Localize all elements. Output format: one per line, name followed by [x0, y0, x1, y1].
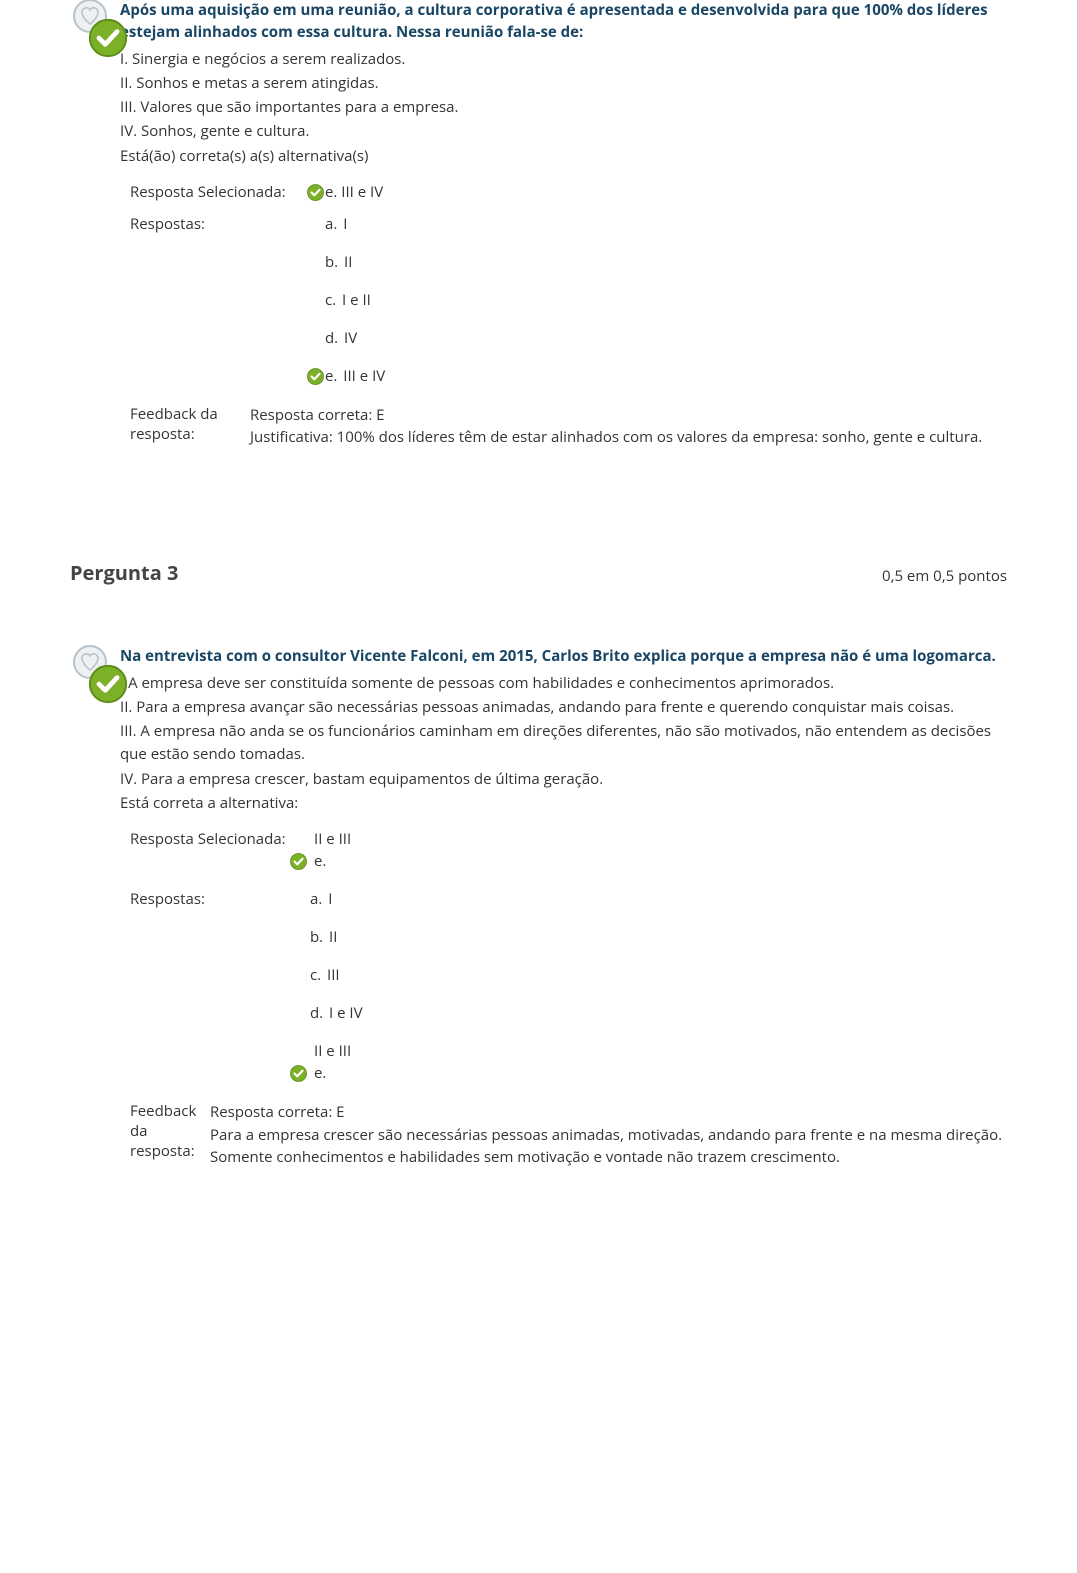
question-item: IV. Para a empresa crescer, bastam equip…	[120, 768, 1007, 791]
feedback-label: Feedback da resposta:	[130, 1101, 210, 1169]
status-correct-icon	[70, 0, 110, 38]
answer-options: Respostas: a. I b. II c. III d. I e IV	[130, 889, 1007, 1083]
question-item: I A empresa deve ser constituída somente…	[120, 672, 1007, 695]
question-items: I A empresa deve ser constituída somente…	[120, 672, 1007, 816]
answer-option: d. IV	[130, 328, 1007, 348]
selected-answer-letter: e.	[314, 851, 326, 871]
question-title: Pergunta 3	[70, 559, 178, 586]
selected-answer-text: II e III	[314, 829, 351, 849]
answer-options: Respostas: a. I b. II c. I e II d. IV	[130, 214, 1007, 386]
answer-option: b. II	[130, 927, 1007, 947]
question-item: III. A empresa não anda se os funcionári…	[120, 720, 1007, 767]
answer-option: d. I e IV	[130, 1003, 1007, 1023]
answer-option: c. I e II	[130, 290, 1007, 310]
question-3-header: Pergunta 3 0,5 em 0,5 pontos	[70, 559, 1007, 586]
feedback-text: Resposta correta: E Para a empresa cresc…	[210, 1101, 1007, 1169]
answer-option: b. II	[130, 252, 1007, 272]
answers-label: Respostas:	[130, 889, 290, 909]
question-items: I. Sinergia e negócios a serem realizado…	[120, 48, 1007, 168]
check-icon	[290, 851, 314, 871]
feedback-text: Resposta correta: E Justificativa: 100% …	[250, 404, 1007, 449]
check-icon	[305, 366, 325, 385]
question-item: II. Sonhos e metas a serem atingidas.	[120, 72, 1007, 95]
status-correct-icon	[70, 644, 110, 684]
selected-answer-row: Resposta Selecionada: II e III e.	[130, 829, 1007, 871]
question-2-block: Após uma aquisição em uma reunião, a cul…	[70, 0, 1007, 449]
feedback-label: Feedback da resposta:	[130, 404, 250, 449]
feedback-row: Feedback da resposta: Resposta correta: …	[130, 1101, 1007, 1169]
question-item: III. Valores que são importantes para a …	[120, 96, 1007, 119]
feedback-row: Feedback da resposta: Resposta correta: …	[130, 404, 1007, 449]
answer-option: Respostas: a. I	[130, 889, 1007, 909]
question-tail: Está correta a alternativa:	[120, 792, 1007, 815]
answers-label: Respostas:	[130, 214, 305, 234]
question-item: IV. Sonhos, gente e cultura.	[120, 120, 1007, 143]
question-prompt: Na entrevista com o consultor Vicente Fa…	[120, 646, 1007, 668]
answer-option: c. III	[130, 965, 1007, 985]
answer-option-correct: II e III e.	[130, 1041, 1007, 1083]
check-icon	[290, 1063, 314, 1083]
selected-answer-row: Resposta Selecionada: e. III e IV	[130, 182, 1007, 202]
answer-option-correct: e. III e IV	[130, 366, 1007, 386]
selected-answer-label: Resposta Selecionada:	[130, 182, 305, 202]
question-3-block: Na entrevista com o consultor Vicente Fa…	[70, 646, 1007, 1169]
question-item: II. Para a empresa avançar são necessári…	[120, 696, 1007, 719]
check-icon	[305, 182, 325, 201]
question-prompt: Após uma aquisição em uma reunião, a cul…	[120, 0, 1007, 44]
answer-option: Respostas: a. I	[130, 214, 1007, 234]
question-tail: Está(ão) correta(s) a(s) alternativa(s)	[120, 145, 1007, 168]
selected-answer-text: e. III e IV	[325, 182, 1007, 202]
question-score: 0,5 em 0,5 pontos	[882, 566, 1007, 586]
selected-answer-label: Resposta Selecionada:	[130, 829, 290, 849]
question-item: I. Sinergia e negócios a serem realizado…	[120, 48, 1007, 71]
